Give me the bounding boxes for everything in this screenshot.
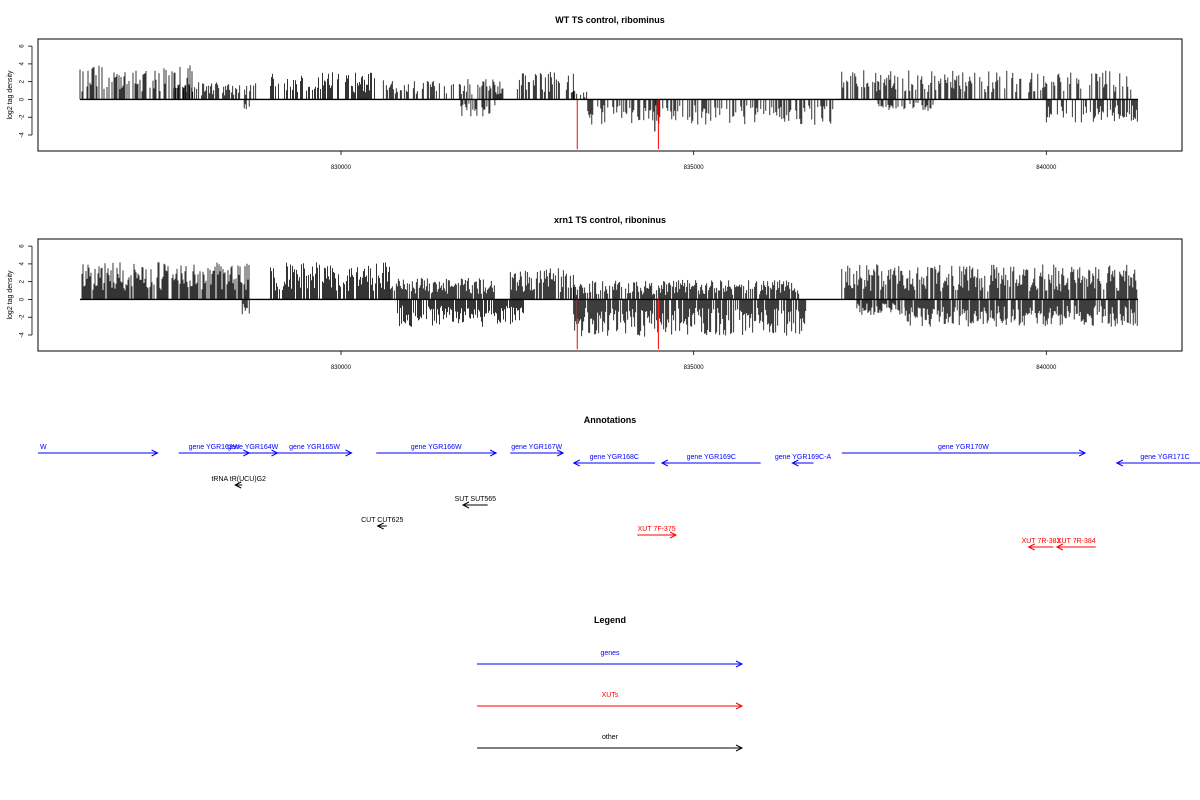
xrn1-x-tick-label: 830000 bbox=[331, 365, 352, 371]
annotation-label: gene YGR171C bbox=[1140, 454, 1189, 461]
wt-track-title: WT TS control, ribominus bbox=[555, 15, 665, 25]
annotation-arrowhead bbox=[1027, 543, 1035, 551]
annotation-arrowhead bbox=[1078, 449, 1087, 457]
wt-x-ticks: 830000 835000 840000 bbox=[331, 151, 1057, 171]
xrn1-y-tick-label: -2 bbox=[20, 314, 26, 320]
annotation-label: gene YGR169C bbox=[687, 454, 736, 461]
xrn1-y-tick-label: 4 bbox=[20, 262, 26, 266]
annotation-arrowhead bbox=[660, 459, 669, 467]
annotation-arrowhead bbox=[669, 531, 678, 539]
wt-y-tick-label: 2 bbox=[20, 79, 26, 83]
annotation-arrowhead bbox=[556, 449, 565, 457]
wt-x-tick-label: 840000 bbox=[1036, 165, 1057, 171]
legend-label: genes bbox=[600, 650, 620, 657]
xrn1-y-tick-label: -4 bbox=[20, 332, 26, 338]
annotation-label: gene YGR165W bbox=[289, 444, 340, 451]
xrn1-track-panel: xrn1 TS control, riboninus log2 tag dens… bbox=[7, 215, 1183, 371]
wt-y-tick-label: 6 bbox=[20, 44, 26, 48]
xrn1-bars bbox=[80, 262, 1138, 350]
xrn1-x-ticks: 830000 835000 840000 bbox=[331, 351, 1057, 371]
legend-arrowhead bbox=[735, 744, 744, 752]
annotation-label: gene YGR170W bbox=[938, 444, 989, 451]
wt-x-tick-label: 830000 bbox=[331, 165, 352, 171]
annotation-label: gene YGR169C-A bbox=[775, 454, 832, 461]
annotations-title: Annotations bbox=[584, 415, 637, 425]
annotation-label: gene YGR163W bbox=[189, 444, 240, 451]
legend-arrowhead bbox=[735, 660, 744, 668]
wt-y-tick-label: -2 bbox=[20, 114, 26, 120]
legend-title: Legend bbox=[594, 615, 626, 625]
xrn1-y-ticks: -4 -2 0 2 4 6 bbox=[20, 244, 33, 338]
annotation-arrowhead bbox=[376, 522, 384, 530]
annotation-arrowhead bbox=[461, 501, 470, 509]
wt-track-panel: WT TS control, ribominus log2 tag densit… bbox=[7, 15, 1183, 171]
wt-y-ticks: -4 -2 0 2 4 6 bbox=[20, 44, 33, 138]
annotation-arrowhead bbox=[1055, 543, 1064, 551]
legend-arrowhead bbox=[735, 702, 744, 710]
xrn1-plot-frame bbox=[37, 238, 1183, 352]
xrn1-x-tick-label: 840000 bbox=[1036, 365, 1057, 371]
wt-y-tick-label: -4 bbox=[20, 132, 26, 138]
legend-panel: Legend genes XUTs other bbox=[477, 615, 744, 752]
wt-bars bbox=[79, 65, 1138, 150]
annotation-arrowhead bbox=[234, 481, 242, 489]
annotation-label: gene YGR168C bbox=[590, 454, 639, 461]
annotation-label: CUT CUT625 bbox=[361, 517, 403, 524]
xrn1-y-axis-label: log2 tag density bbox=[7, 270, 14, 320]
annotation-label: SUT SUT565 bbox=[455, 496, 497, 503]
annotation-arrowhead bbox=[151, 449, 159, 457]
xrn1-track-title: xrn1 TS control, riboninus bbox=[554, 215, 666, 225]
legend-label: other bbox=[602, 734, 619, 741]
wt-plot-frame bbox=[37, 38, 1183, 152]
annotation-arrowhead bbox=[1115, 459, 1124, 467]
annotation-arrowhead bbox=[572, 459, 580, 467]
legend-items: genes XUTs other bbox=[477, 650, 744, 752]
annotation-arrowhead bbox=[791, 459, 799, 467]
xrn1-y-tick-label: 6 bbox=[20, 244, 26, 248]
annotation-label: XUT 7R-383 bbox=[1022, 538, 1061, 545]
wt-y-tick-label: 4 bbox=[20, 62, 26, 66]
annotation-label: tRNA tR(UCU)G2 bbox=[211, 476, 266, 483]
annotation-label: gene YGR167W bbox=[511, 444, 562, 451]
annotation-label: W bbox=[40, 444, 47, 451]
annotation-arrowhead bbox=[489, 449, 498, 457]
wt-y-tick-label: 0 bbox=[20, 97, 26, 101]
annotation-arrowhead bbox=[345, 449, 353, 457]
annotation-label: XUT 7F-375 bbox=[638, 526, 676, 533]
annotation-label: XUT 7R-384 bbox=[1057, 538, 1096, 545]
xrn1-y-tick-label: 2 bbox=[20, 279, 26, 283]
xrn1-x-tick-label: 835000 bbox=[684, 365, 705, 371]
legend-label: XUTs bbox=[602, 692, 619, 699]
xrn1-y-tick-label: 0 bbox=[20, 297, 26, 301]
wt-y-axis-label: log2 tag density bbox=[7, 70, 14, 120]
wt-x-tick-label: 835000 bbox=[684, 165, 705, 171]
annotation-label: gene YGR164W bbox=[227, 444, 278, 451]
annotation-label: gene YGR166W bbox=[411, 444, 462, 451]
